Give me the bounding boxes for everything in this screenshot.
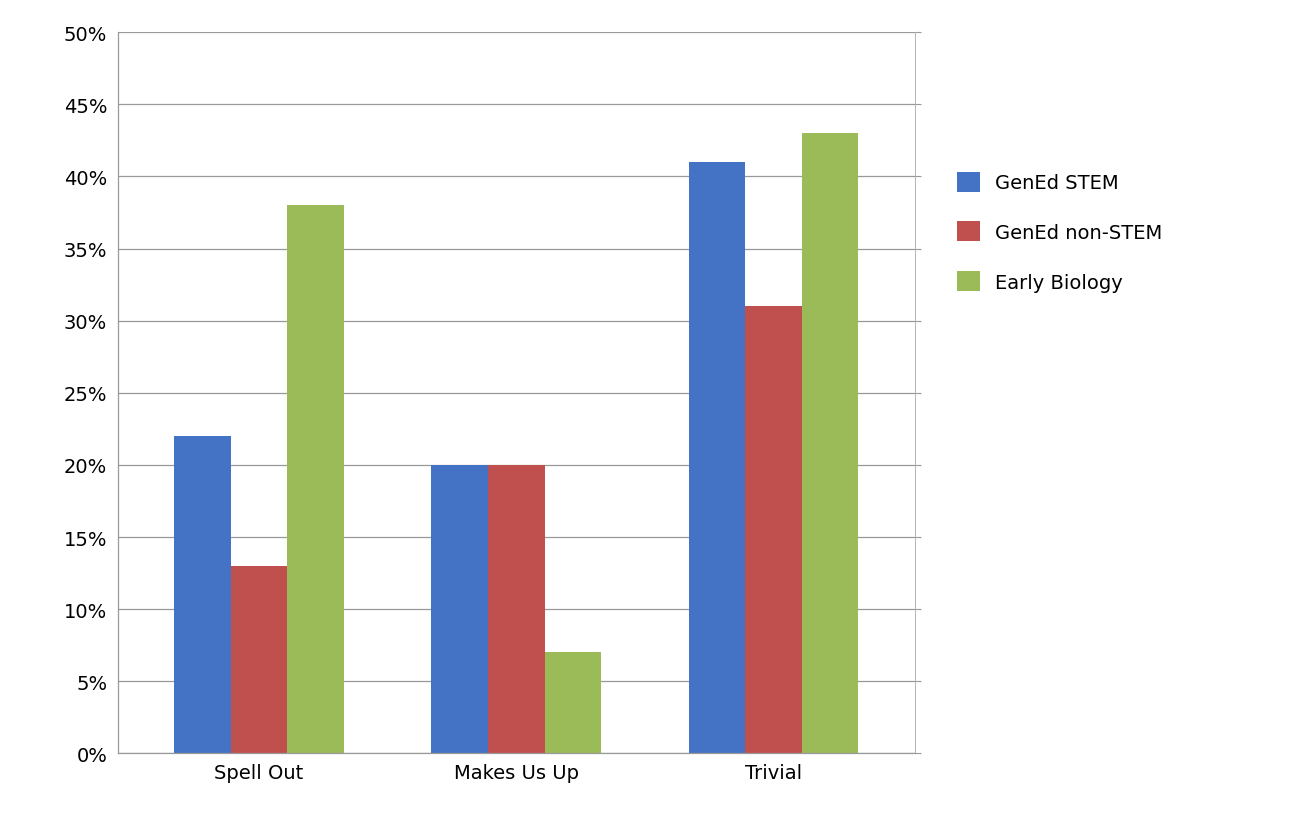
Bar	[174, 436, 231, 753]
Bar	[488, 465, 545, 753]
Bar	[231, 566, 288, 753]
Bar	[745, 307, 801, 753]
Bar	[801, 134, 859, 753]
Bar	[288, 206, 344, 753]
Bar	[689, 163, 745, 753]
Legend: GenEd STEM, GenEd non-STEM, Early Biology: GenEd STEM, GenEd non-STEM, Early Biolog…	[957, 172, 1163, 292]
Bar	[431, 465, 488, 753]
Bar	[545, 652, 601, 753]
